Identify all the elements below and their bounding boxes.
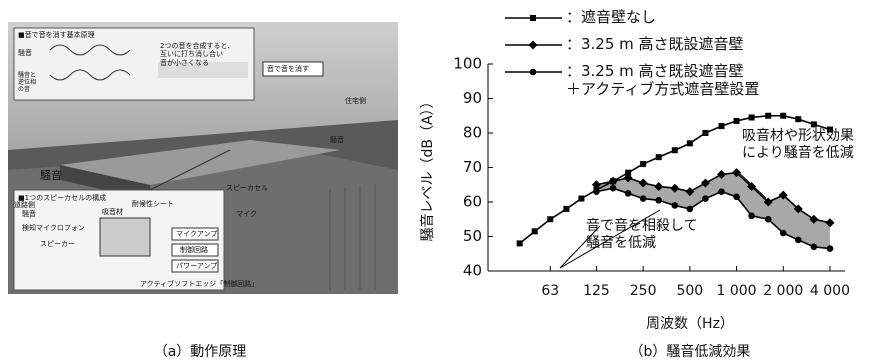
photo-label: 音で音を消す — [267, 64, 309, 73]
y-tick-label: 80 — [463, 124, 482, 142]
marker — [702, 130, 708, 136]
legend-label: ：3.25 m 高さ既設遮音壁 — [566, 35, 744, 53]
marker — [655, 197, 662, 204]
marker — [517, 240, 523, 246]
marker — [811, 121, 817, 127]
marker — [687, 140, 693, 146]
marker — [765, 216, 772, 223]
y-tick-label: 60 — [463, 193, 482, 211]
x-tick-label: 1 000 — [717, 283, 757, 299]
marker — [672, 147, 678, 153]
x-tick-label: 2 000 — [763, 283, 803, 299]
photo-label: 検知マイクロフォン — [22, 223, 85, 232]
marker — [733, 194, 740, 201]
legend-label: ：遮音壁なし — [566, 8, 656, 26]
legend-label: ：3.25 m 高さ既設遮音壁 ＋アクティブ方式遮音壁設置 — [566, 62, 759, 98]
y-axis-label: 騒音レベル（dB（A）） — [419, 94, 436, 241]
marker — [702, 195, 709, 202]
marker — [530, 69, 537, 76]
photo-label: ■音で音を消す基本原理 — [18, 30, 95, 39]
marker — [748, 213, 755, 220]
photo-label: パワーアンプ — [176, 262, 217, 270]
x-tick-label: 63 — [541, 283, 559, 299]
y-tick-label: 50 — [463, 227, 482, 245]
photo-label: 住宅側 — [345, 96, 366, 105]
x-axis-label: 周波数（Hz） — [646, 316, 734, 332]
photo-label: 2つの音を合成すると、 互いに打ち消し合い 音が小さくなる — [160, 42, 234, 67]
marker — [547, 216, 553, 222]
photo-label: 騒音 — [40, 168, 62, 182]
page: ■音で音を消す基本原理 騒音 音で音を消す 住宅側 騒音 騒音 道路側 スピーカ… — [0, 0, 893, 364]
photo-label: 騒音 — [22, 209, 36, 218]
marker — [610, 185, 617, 192]
marker — [529, 41, 538, 50]
marker — [795, 116, 801, 122]
marker — [672, 202, 679, 209]
marker — [656, 154, 662, 160]
marker — [780, 113, 786, 119]
marker — [718, 188, 725, 195]
caption: （b）騒音低減効果 — [630, 343, 751, 360]
photo-label: 耐候性シート — [132, 199, 174, 208]
x-tick-label: 250 — [630, 283, 657, 299]
marker — [640, 161, 646, 167]
marker — [719, 123, 725, 129]
photo-label: スピーカセル — [226, 184, 268, 192]
marker — [625, 190, 632, 197]
marker — [640, 195, 647, 202]
marker — [749, 114, 755, 120]
marker — [780, 230, 787, 237]
y-tick-label: 90 — [463, 89, 482, 107]
marker — [765, 113, 771, 119]
marker — [532, 228, 538, 234]
photo-label: アクティブソフトエッジ「制御回路」 — [140, 279, 258, 288]
photo-label: 制御回路 — [180, 245, 208, 254]
y-tick-label: 100 — [453, 55, 482, 73]
marker — [530, 15, 536, 21]
figure: ■音で音を消す基本原理 騒音 音で音を消す 住宅側 騒音 騒音 道路側 スピーカ… — [0, 0, 893, 364]
photo-label: マイク — [236, 210, 257, 218]
marker — [593, 188, 600, 195]
photo-label: 騒音 — [18, 48, 32, 57]
y-tick-label: 40 — [463, 262, 482, 280]
marker — [734, 118, 740, 124]
photo-label: ■1つのスピーカセルの構成 — [18, 193, 106, 202]
x-tick-label: 500 — [676, 283, 703, 299]
annotation: 吸音材や形状効果 により騒音を低減 — [742, 128, 854, 162]
marker — [827, 245, 834, 252]
photo-label: 騒音 — [330, 135, 344, 144]
marker — [563, 206, 569, 212]
marker — [687, 206, 694, 213]
y-tick-label: 70 — [463, 158, 482, 176]
photo-label: スピーカー — [40, 240, 75, 248]
photo-label: マイクアンプ — [176, 230, 217, 238]
x-tick-label: 4 000 — [810, 283, 850, 299]
marker — [795, 237, 802, 244]
caption: （a）動作原理 — [154, 344, 247, 360]
marker — [578, 196, 584, 202]
photo-label: 吸音材 — [102, 207, 123, 216]
photo-label: 騒音と 逆位相 の音 — [18, 72, 36, 94]
x-tick-label: 125 — [583, 283, 610, 299]
marker — [811, 244, 818, 251]
annotation: 音で音を相殺して 騒音を低減 — [586, 218, 698, 252]
